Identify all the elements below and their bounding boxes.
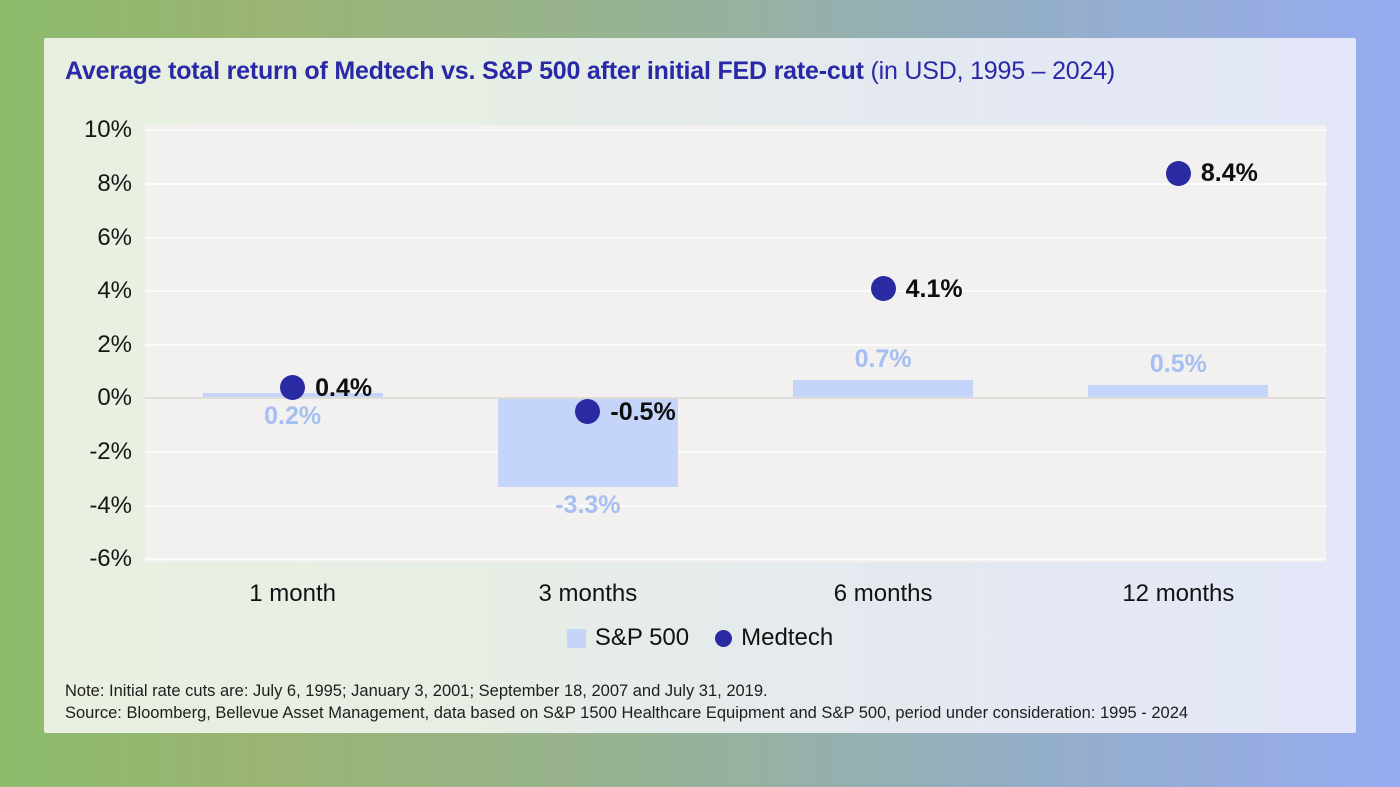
zero-gridline [145, 397, 1326, 400]
chart-legend: S&P 500 Medtech [44, 622, 1356, 654]
medtech-point [1165, 160, 1191, 186]
gridline [145, 451, 1326, 454]
sp500-bar [1088, 385, 1269, 399]
gridline [145, 343, 1326, 346]
gridline [145, 504, 1326, 507]
y-axis-tick-label: 6% [97, 223, 132, 251]
gridline [145, 290, 1326, 293]
y-axis-tick-label: 10% [83, 116, 132, 144]
medtech-point [870, 276, 896, 302]
gridline [145, 182, 1326, 185]
medtech-point [280, 375, 306, 401]
sp500-bar-value-label: -3.3% [555, 490, 621, 519]
legend-square-swatch-icon [566, 628, 586, 648]
gridline [145, 558, 1326, 561]
y-axis-tick-label: 8% [97, 169, 132, 197]
medtech-value-label: 8.4% [1200, 159, 1258, 188]
medtech-value-label: -0.5% [610, 397, 676, 426]
plot-area: 0.2% -3.3% 0.7% 0.5% 0.4% -0.5% 4.1% 8.4% [145, 125, 1326, 562]
medtech-value-label: 4.1% [905, 274, 963, 303]
legend-circle-swatch-icon [715, 629, 733, 647]
legend-label: S&P 500 [594, 624, 690, 651]
chart-card: Average total return of Medtech vs. S&P … [44, 38, 1356, 733]
medtech-point [575, 399, 601, 425]
chart-title: Average total return of Medtech vs. S&P … [65, 54, 1115, 88]
medtech-value-label: 0.4% [315, 373, 373, 402]
gridline [145, 129, 1326, 132]
y-axis-tick-label: 2% [97, 330, 132, 358]
x-axis-category-label: 3 months [538, 580, 638, 607]
x-axis-category-label: 1 month [249, 580, 336, 607]
sp500-bar-value-label: 0.2% [264, 402, 322, 431]
x-axis-category-label: 12 months [1122, 580, 1235, 607]
y-axis-tick-label: -4% [89, 491, 132, 519]
sp500-bar-value-label: 0.5% [1149, 350, 1207, 379]
y-axis-tick-label: 4% [97, 277, 132, 305]
legend-label: Medtech [741, 624, 834, 651]
y-axis-tick-label: -2% [89, 438, 132, 466]
sp500-bar-value-label: 0.7% [854, 344, 912, 373]
chart-title-main: Average total return of Medtech vs. S&P … [65, 57, 864, 85]
chart-title-suffix: (in USD, 1995 – 2024) [863, 57, 1116, 85]
sp500-bar [793, 379, 974, 399]
legend-item: S&P 500 [566, 624, 690, 652]
gridline [145, 236, 1326, 239]
y-axis-tick-label: 0% [97, 384, 132, 412]
footnote-source: Source: Bloomberg, Bellevue Asset Manage… [65, 703, 1189, 722]
chart-area: 0.2% -3.3% 0.7% 0.5% 0.4% -0.5% 4.1% 8.4% 10% 8%… [44, 38, 1356, 733]
footnote-note: Note: Initial rate cuts are: July 6, 199… [65, 682, 768, 700]
legend-item: Medtech [715, 624, 833, 652]
x-axis-category-label: 6 months [833, 580, 933, 607]
y-axis-tick-label: -6% [89, 545, 132, 573]
chart-footnotes: Note: Initial rate cuts are: July 6, 199… [65, 681, 1188, 724]
